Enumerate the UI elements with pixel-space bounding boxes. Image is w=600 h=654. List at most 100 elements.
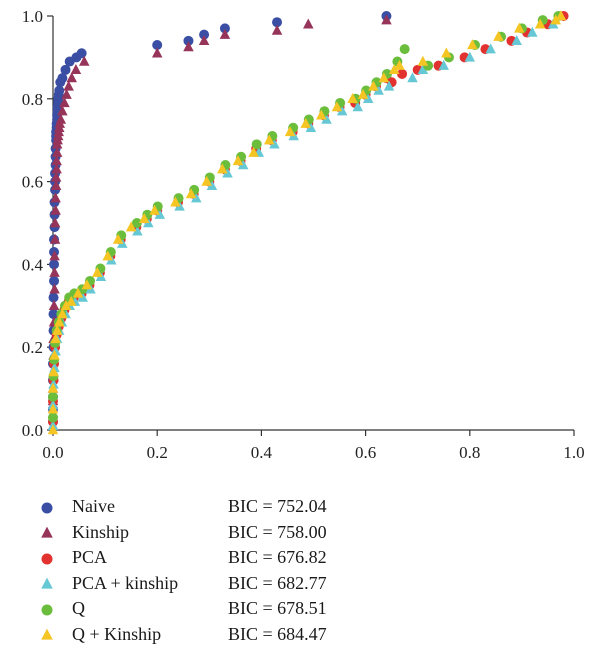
data-point bbox=[48, 292, 59, 303]
data-point bbox=[300, 117, 311, 128]
data-point bbox=[51, 155, 62, 166]
data-point bbox=[467, 39, 478, 50]
data-point bbox=[217, 163, 228, 174]
data-point bbox=[399, 44, 410, 55]
ticks: 0.0 0.2 0.4 0.6 0.8 1.0 0.0 0.2 0.4 0.6 0.8 1.0 bbox=[22, 7, 585, 462]
data-point bbox=[60, 64, 71, 75]
data-point bbox=[514, 22, 525, 33]
legend-label: Q bbox=[72, 598, 85, 619]
data-point bbox=[49, 250, 60, 261]
data-point bbox=[59, 97, 70, 108]
data-point bbox=[550, 14, 562, 25]
data-point bbox=[170, 196, 181, 207]
data-point bbox=[151, 47, 163, 58]
data-point bbox=[248, 146, 259, 157]
data-point bbox=[48, 391, 58, 402]
data-point bbox=[389, 64, 400, 75]
data-point bbox=[417, 64, 429, 75]
data-point bbox=[51, 146, 63, 157]
legend-label: PCA + kinship bbox=[72, 572, 179, 593]
data-point bbox=[92, 266, 103, 277]
data-point bbox=[47, 403, 59, 414]
data-point bbox=[201, 175, 212, 186]
data-point bbox=[331, 101, 343, 112]
data-point bbox=[373, 84, 384, 95]
data-point bbox=[198, 35, 210, 46]
data-point bbox=[81, 279, 93, 290]
data-point bbox=[555, 10, 567, 21]
data-point bbox=[438, 59, 449, 70]
y-tick-label: 0.4 bbox=[22, 255, 44, 274]
data-point bbox=[132, 225, 143, 236]
data-point bbox=[48, 366, 59, 377]
data-point bbox=[70, 64, 82, 75]
data-point bbox=[357, 88, 369, 99]
data-point bbox=[394, 59, 405, 70]
data-point bbox=[284, 126, 296, 137]
legend-bic-value: BIC = 682.77 bbox=[228, 572, 327, 593]
x-tick-label: 0.8 bbox=[459, 443, 480, 462]
data-point bbox=[511, 35, 522, 46]
data-point bbox=[336, 105, 348, 116]
data-point bbox=[49, 283, 60, 294]
data-point bbox=[48, 412, 58, 423]
data-point bbox=[50, 192, 61, 203]
data-point bbox=[417, 55, 429, 66]
series-pca-kinship bbox=[47, 18, 559, 431]
data-point bbox=[527, 26, 538, 37]
legend-item: PCA BIC = 676.82 bbox=[38, 545, 378, 571]
series-q bbox=[48, 11, 564, 423]
legend-item: Q BIC = 678.51 bbox=[38, 596, 378, 622]
data-point bbox=[48, 300, 60, 310]
data-point bbox=[41, 628, 53, 640]
data-point bbox=[199, 29, 210, 40]
data-point bbox=[152, 39, 163, 50]
series-q-kinship bbox=[47, 10, 567, 435]
data-point bbox=[305, 121, 317, 132]
plot-area bbox=[47, 10, 569, 435]
data-point bbox=[47, 424, 59, 435]
y-tick-label: 0.0 bbox=[22, 421, 43, 440]
data-point bbox=[61, 88, 72, 99]
series-kinship bbox=[47, 14, 392, 431]
legend-bic-value: BIC = 758.00 bbox=[228, 521, 327, 542]
legend-marker-triangle bbox=[41, 526, 53, 538]
data-point bbox=[191, 192, 202, 203]
data-point bbox=[271, 24, 283, 35]
data-point bbox=[48, 309, 59, 320]
data-point bbox=[237, 159, 249, 170]
legend-marker-circle bbox=[41, 553, 53, 565]
x-tick-label: 0.6 bbox=[355, 443, 376, 462]
data-point bbox=[125, 221, 137, 232]
data-point bbox=[407, 72, 418, 83]
data-point bbox=[222, 167, 233, 178]
data-point bbox=[49, 259, 60, 270]
data-point bbox=[493, 30, 504, 41]
data-point bbox=[263, 134, 275, 145]
legend-label: Kinship bbox=[72, 521, 130, 542]
data-point bbox=[368, 80, 379, 91]
data-point bbox=[63, 80, 74, 91]
data-point bbox=[138, 213, 150, 224]
y-tick-label: 0.6 bbox=[22, 173, 43, 192]
data-point bbox=[49, 349, 60, 360]
data-point bbox=[51, 163, 62, 174]
data-point bbox=[41, 577, 53, 589]
data-point bbox=[51, 324, 63, 335]
data-point bbox=[251, 139, 262, 150]
data-point bbox=[303, 18, 314, 29]
data-point bbox=[149, 204, 160, 215]
x-tick-label: 0.4 bbox=[251, 443, 273, 462]
data-point bbox=[47, 382, 59, 393]
data-point bbox=[76, 48, 87, 59]
data-point bbox=[362, 93, 374, 103]
data-point bbox=[534, 18, 546, 29]
data-point bbox=[49, 266, 60, 277]
data-point bbox=[41, 553, 53, 565]
legend-bic-value: BIC = 678.51 bbox=[228, 598, 327, 619]
data-point bbox=[50, 204, 61, 215]
x-tick-label: 0.2 bbox=[147, 443, 168, 462]
data-point bbox=[41, 526, 53, 538]
y-tick-label: 1.0 bbox=[22, 7, 43, 26]
y-tick-label: 0.8 bbox=[22, 90, 43, 109]
